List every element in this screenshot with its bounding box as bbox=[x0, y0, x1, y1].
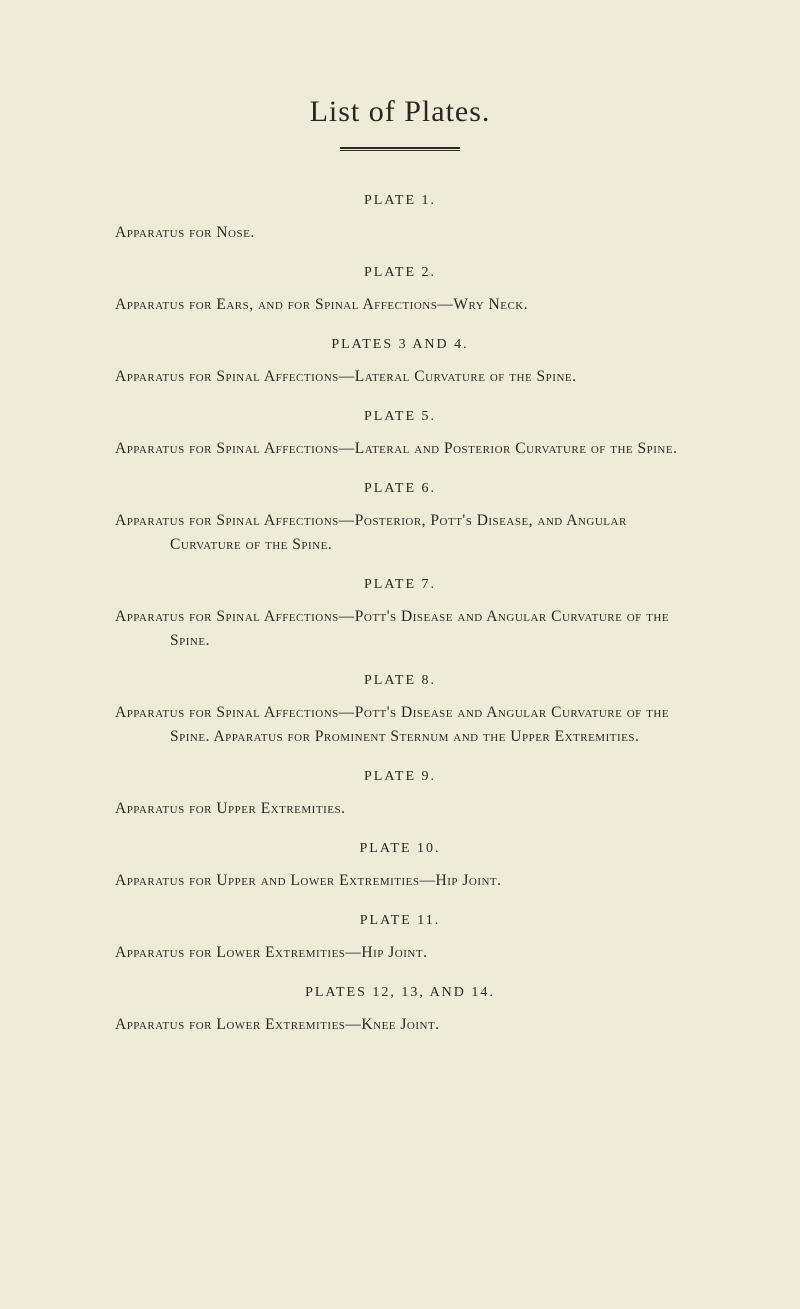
plate-heading: PLATES 3 AND 4. bbox=[115, 337, 685, 353]
plate-description: Apparatus for Spinal Affections—Pott's D… bbox=[115, 605, 685, 653]
plate-description: Apparatus for Spinal Affections—Lateral … bbox=[115, 437, 685, 461]
plate-description: Apparatus for Spinal Affections—Pott's D… bbox=[115, 701, 685, 749]
plate-description: Apparatus for Upper and Lower Extremitie… bbox=[115, 869, 685, 893]
plate-heading: PLATE 5. bbox=[115, 409, 685, 425]
plate-heading: PLATE 11. bbox=[115, 913, 685, 929]
plate-heading: PLATE 9. bbox=[115, 769, 685, 785]
plate-description: Apparatus for Spinal Affections—Posterio… bbox=[115, 509, 685, 557]
plate-heading: PLATE 1. bbox=[115, 193, 685, 209]
plate-description: Apparatus for Upper Extremities. bbox=[115, 797, 685, 821]
plate-heading: PLATE 7. bbox=[115, 577, 685, 593]
plate-entry-3: PLATES 3 AND 4. Apparatus for Spinal Aff… bbox=[115, 337, 685, 389]
plate-description: Apparatus for Spinal Affections—Lateral … bbox=[115, 365, 685, 389]
plate-heading: PLATES 12, 13, AND 14. bbox=[115, 985, 685, 1001]
plate-entry-10: PLATE 11. Apparatus for Lower Extremitie… bbox=[115, 913, 685, 965]
plate-description: Apparatus for Lower Extremities—Hip Join… bbox=[115, 941, 685, 965]
page-title: List of Plates. bbox=[115, 95, 685, 129]
plate-entry-9: PLATE 10. Apparatus for Upper and Lower … bbox=[115, 841, 685, 893]
plate-entry-11: PLATES 12, 13, AND 14. Apparatus for Low… bbox=[115, 985, 685, 1037]
plate-entry-2: PLATE 2. Apparatus for Ears, and for Spi… bbox=[115, 265, 685, 317]
plate-heading: PLATE 6. bbox=[115, 481, 685, 497]
plate-heading: PLATE 10. bbox=[115, 841, 685, 857]
plate-description: Apparatus for Lower Extremities—Knee Joi… bbox=[115, 1013, 685, 1037]
plate-entry-6: PLATE 7. Apparatus for Spinal Affections… bbox=[115, 577, 685, 653]
plate-entry-8: PLATE 9. Apparatus for Upper Extremities… bbox=[115, 769, 685, 821]
plate-entry-5: PLATE 6. Apparatus for Spinal Affections… bbox=[115, 481, 685, 557]
plate-entry-7: PLATE 8. Apparatus for Spinal Affections… bbox=[115, 673, 685, 749]
title-rule bbox=[340, 147, 460, 151]
plate-entry-4: PLATE 5. Apparatus for Spinal Affections… bbox=[115, 409, 685, 461]
plate-description: Apparatus for Ears, and for Spinal Affec… bbox=[115, 293, 685, 317]
plate-entry-1: PLATE 1. Apparatus for Nose. bbox=[115, 193, 685, 245]
plate-heading: PLATE 2. bbox=[115, 265, 685, 281]
plate-description: Apparatus for Nose. bbox=[115, 221, 685, 245]
plate-heading: PLATE 8. bbox=[115, 673, 685, 689]
